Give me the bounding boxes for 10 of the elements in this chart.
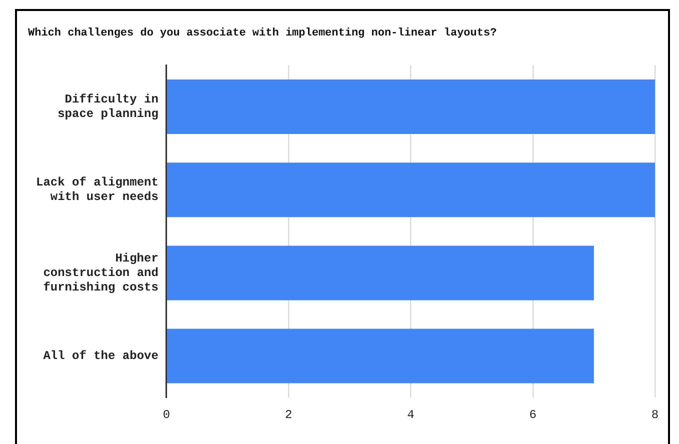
y-tick-label: Difficulty in space planning	[58, 92, 158, 121]
y-tick-label: Lack of alignment with user needs	[36, 176, 158, 204]
x-tick-label: 8	[651, 408, 659, 422]
y-tick-label: Higher construction and furnishing costs	[43, 252, 158, 294]
y-tick-label: All of the above	[43, 349, 158, 364]
chart-title: Which challenges do you associate with implementing non-linear layouts?	[28, 27, 497, 40]
x-tick-label: 2	[284, 408, 292, 422]
x-tick-label: 4	[407, 408, 414, 422]
x-tick-label: 0	[162, 408, 170, 422]
x-tick-label: 6	[529, 408, 536, 422]
